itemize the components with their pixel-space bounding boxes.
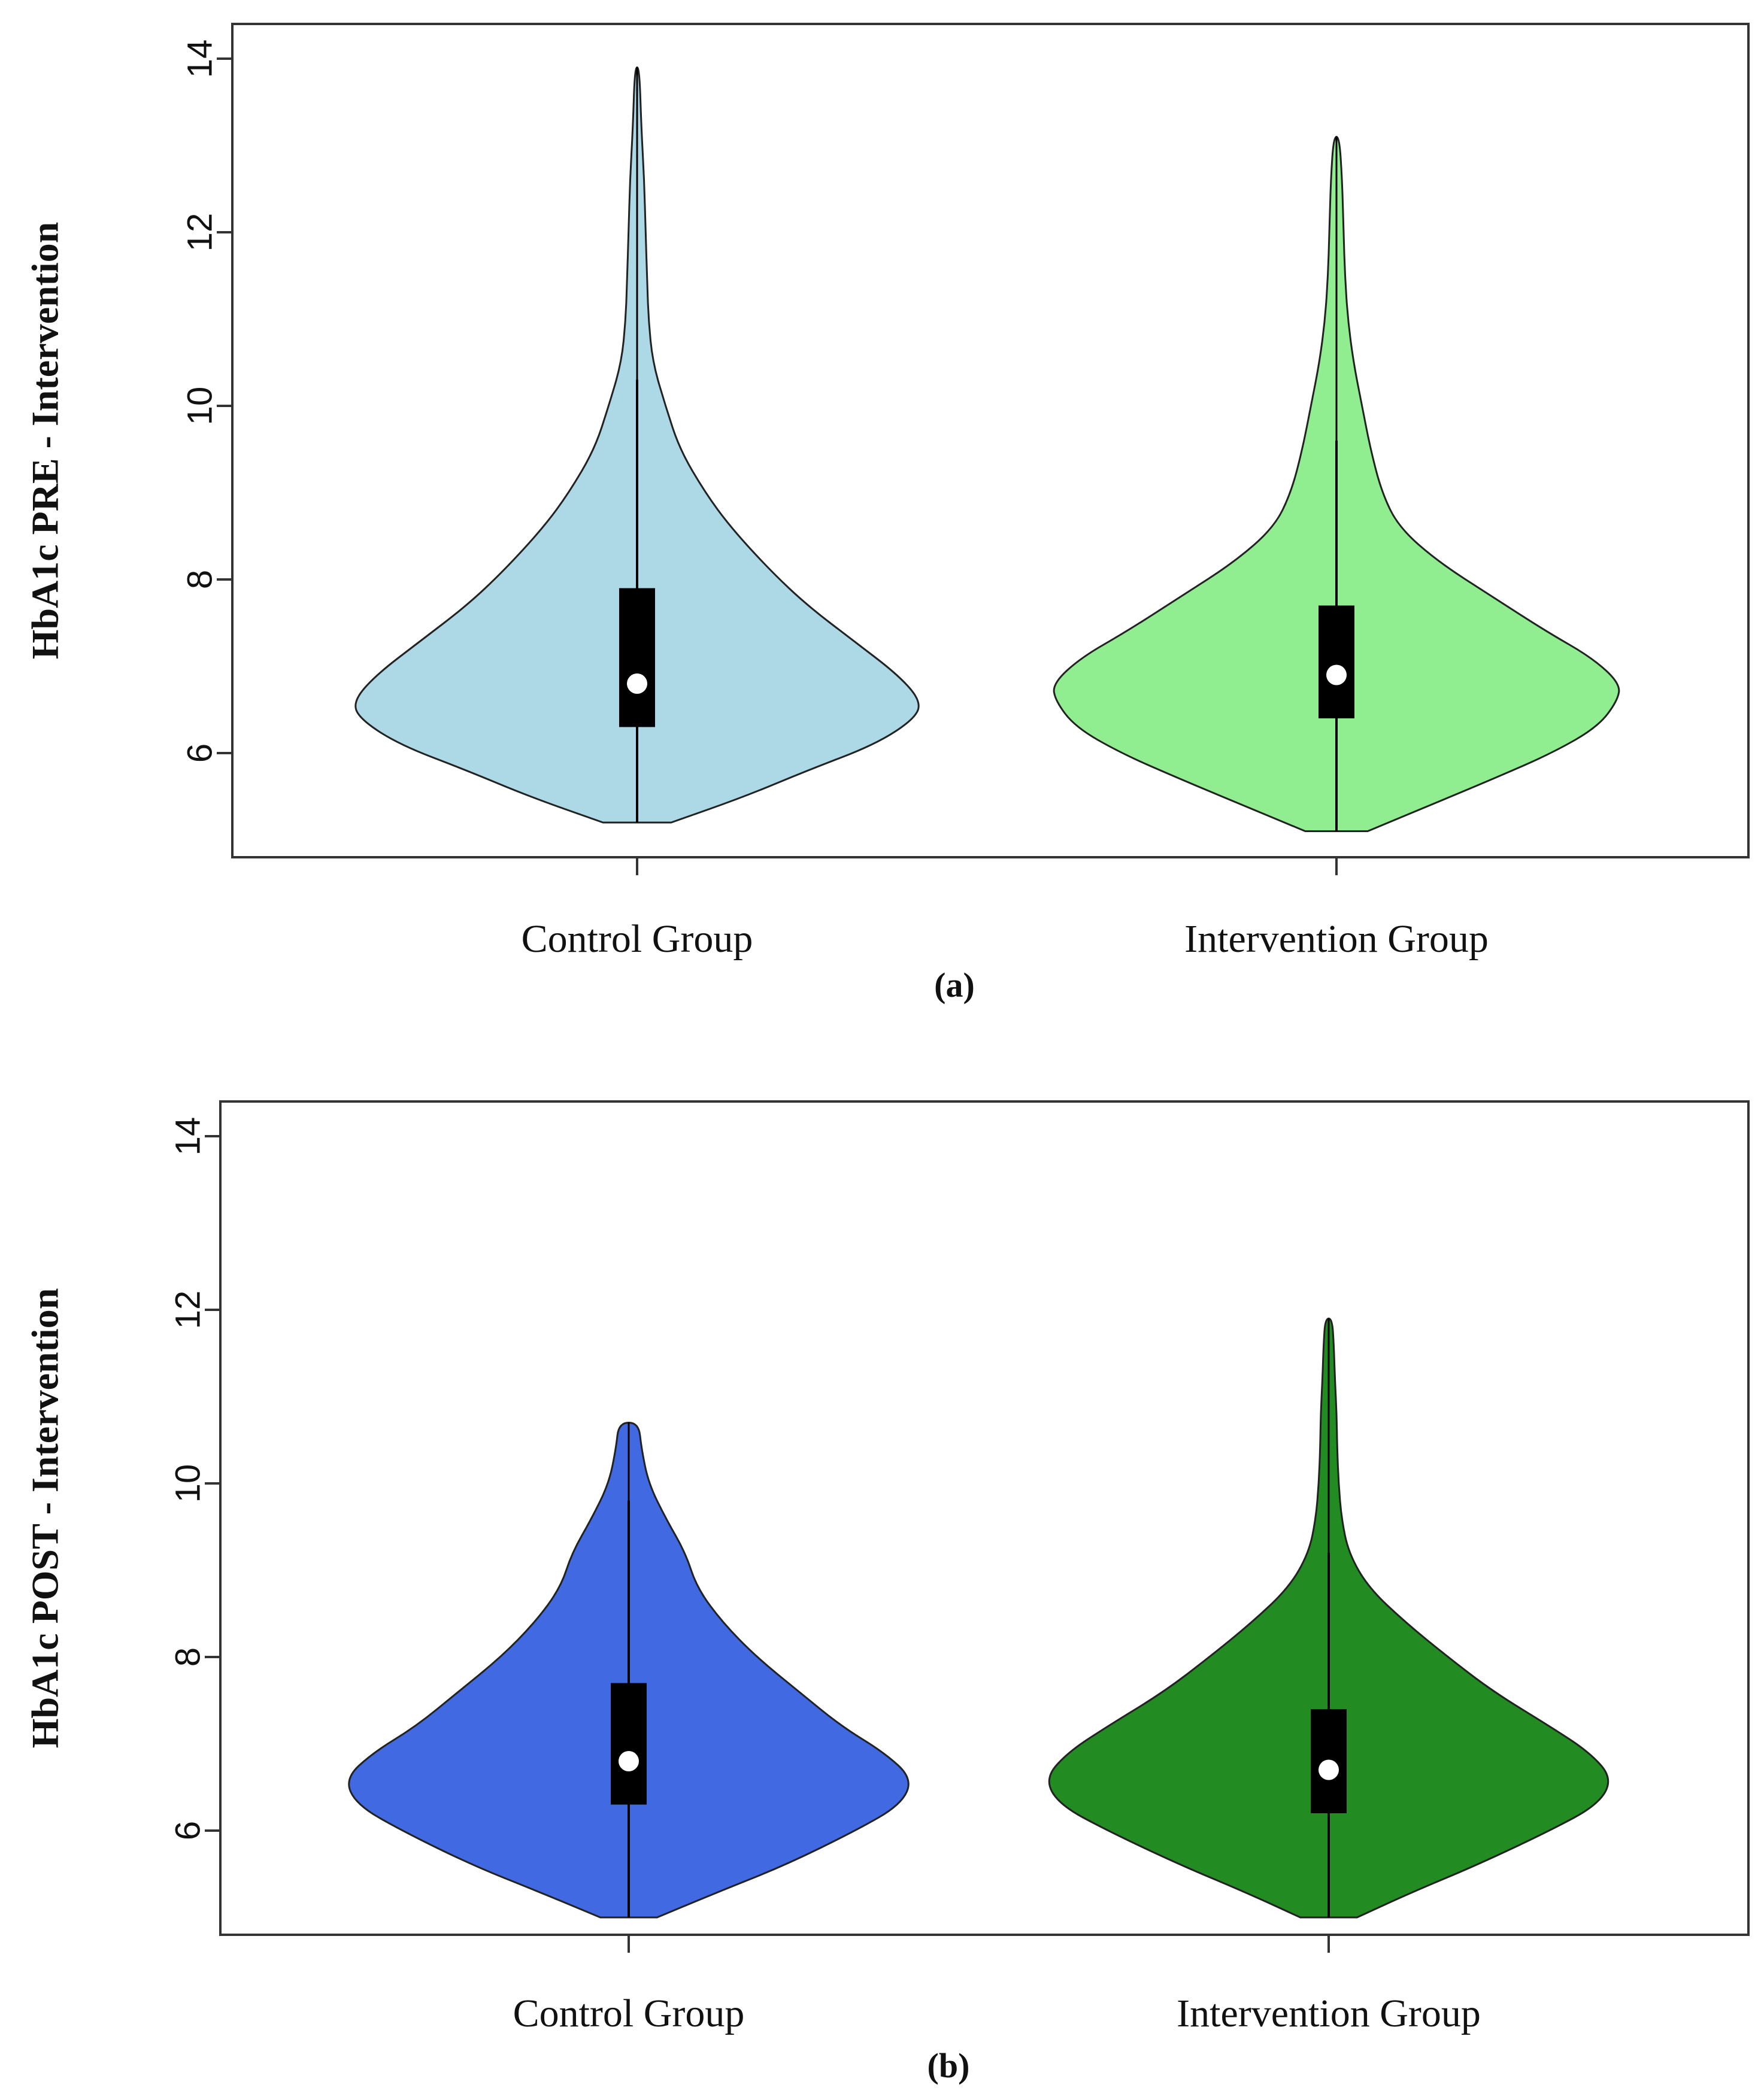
y-tick-label: 8 <box>180 570 219 589</box>
median-point <box>627 673 647 694</box>
y-tick-label: 12 <box>168 1291 207 1330</box>
median-point <box>1326 664 1347 685</box>
y-axis-title: HbA1c PRE - Intervention <box>24 222 66 660</box>
y-tick-label: 10 <box>180 387 219 426</box>
panel-label: (a) <box>934 966 975 1005</box>
x-category-label: Intervention Group <box>1184 917 1489 961</box>
y-tick-label: 6 <box>180 744 219 763</box>
x-category-label: Control Group <box>513 1992 745 2035</box>
y-tick-label: 14 <box>180 40 219 78</box>
x-category-label: Control Group <box>522 917 753 961</box>
x-category-label: Intervention Group <box>1177 1992 1481 2035</box>
panel-a-violin-chart: 6 8 10 12 14 HbA1c PRE - Intervention Control … <box>24 23 1750 1005</box>
panel-b-violin-chart: 6 8 10 12 14 HbA1c POST - Intervention Control… <box>24 1100 1750 2085</box>
y-tick-label: 8 <box>168 1647 207 1667</box>
y-tick-label: 14 <box>168 1117 207 1156</box>
iqr-box <box>1319 605 1354 718</box>
iqr-box <box>619 588 655 727</box>
y-tick-label: 6 <box>168 1821 207 1840</box>
median-point <box>1319 1759 1339 1780</box>
plot-frame <box>231 23 1750 858</box>
panel-label: (b) <box>928 2046 970 2085</box>
plot-frame <box>219 1100 1750 1936</box>
y-tick-label: 10 <box>168 1464 207 1503</box>
y-axis-title: HbA1c POST - Intervention <box>24 1288 66 1749</box>
iqr-box <box>611 1683 647 1805</box>
median-point <box>619 1751 639 1771</box>
y-tick-label: 12 <box>180 213 219 252</box>
